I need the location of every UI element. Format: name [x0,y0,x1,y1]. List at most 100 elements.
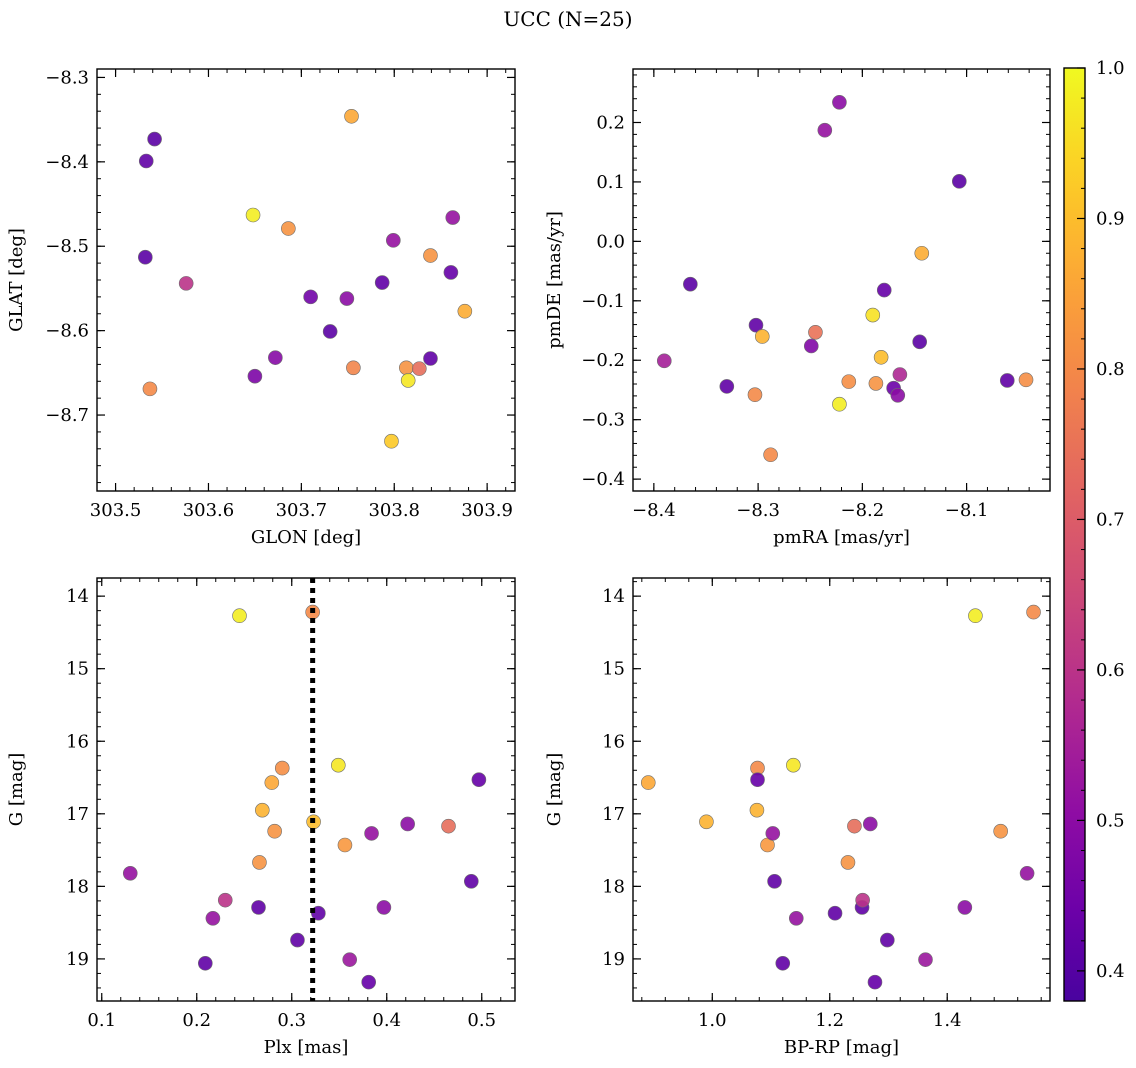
data-point [232,608,247,624]
plot-area [122,578,487,1001]
plot-area [656,94,1034,463]
data-point [868,376,884,391]
x-tick-label: −8.3 [736,500,780,521]
data-point [337,837,353,853]
data-point [322,324,338,339]
data-point [251,900,266,915]
y-tick-label: 17 [66,804,89,825]
data-point [142,381,158,397]
colorbar-tick-label: 0.8 [1096,359,1125,380]
x-tick-label: 0.5 [467,1010,496,1031]
panel-2: −8.4 −8.3 −8.2 −8.1 0.2 0.1 0.0 −0.1 −0.2 −0.3 −0.… [544,68,1051,548]
plot-area [138,108,473,449]
data-point [847,818,862,834]
y-tick-label: 19 [66,949,89,970]
data-point [855,892,870,908]
data-point [867,974,883,990]
data-point [918,952,933,967]
x-tick-label: 303.9 [461,500,513,521]
data-point [281,221,296,236]
x-axis-label: pmRA [mas/yr] [773,527,910,548]
data-point [471,772,487,788]
data-point [640,775,656,790]
axes-frame [96,68,516,492]
data-point [999,373,1015,388]
data-point [330,757,346,773]
colorbar-tick-label: 0.9 [1096,208,1125,229]
data-point [952,174,967,189]
data-point [754,329,770,344]
data-point [719,379,735,394]
data-point [342,952,358,967]
y-tick-label: −8.5 [45,236,89,257]
x-tick-label: 303.6 [183,500,235,521]
y-tick-label: −8.7 [45,405,89,426]
data-point [364,826,379,841]
data-point [254,802,270,818]
colorbar-tick-label: 0.6 [1096,660,1125,681]
y-tick-label: −8.3 [45,67,89,88]
y-tick-label: 0.1 [596,172,625,193]
y-axis-label: G [mag] [6,753,27,826]
plot-area [640,604,1041,990]
data-point [463,873,479,889]
y-tick-label: −8.4 [45,152,89,173]
y-tick-label: 15 [602,659,625,680]
y-tick-label: 18 [66,876,89,897]
x-tick-label: 303.8 [368,500,420,521]
data-point [205,910,221,926]
data-point [683,276,698,292]
panel-4: 1.0 1.2 1.4 14 15 16 17 18 19 BP-RP [mag] G [mag] [544,577,1051,1058]
data-point [749,802,765,818]
x-tick-label: 303.5 [90,500,142,521]
data-point [386,233,401,248]
data-point [748,317,764,333]
x-axis-label: BP-RP [mag] [784,1037,899,1058]
data-point [217,892,233,908]
colorbar-tick-label: 0.5 [1096,810,1125,831]
data-point [763,447,778,463]
data-point [264,775,280,790]
data-point [400,816,415,832]
data-point [788,910,804,926]
data-point [1026,604,1041,620]
data-point [122,866,138,881]
data-point [876,282,892,298]
axes-frame [632,68,1051,492]
data-point [841,374,857,389]
y-axis-label: GLAT [deg] [6,228,27,332]
y-axis-label: pmDE [mas/yr] [544,211,565,349]
figure-title: UCC (N=25) [503,7,633,31]
panel-3: 0.1 0.2 0.3 0.4 0.5 14 15 16 17 18 19 Plx [mas] G [m… [6,577,516,1058]
data-point [1018,372,1034,388]
data-point [198,955,213,971]
data-point [817,122,833,138]
data-point [339,291,355,306]
y-tick-label: −8.6 [45,321,89,342]
x-tick-label: −8.2 [840,500,884,521]
data-point [775,955,791,971]
data-point [346,360,361,376]
data-point [914,245,930,261]
data-point [912,334,927,350]
colorbar-tick-label: 1.0 [1096,58,1125,79]
data-point [445,210,461,225]
data-point [245,207,261,223]
x-tick-label: −8.1 [945,500,989,521]
x-tick-label: 303.7 [276,500,328,521]
data-point [290,932,305,948]
y-tick-label: −0.1 [581,291,625,312]
colorbar-gradient [1064,68,1085,1001]
data-point [968,608,983,624]
data-point [252,855,267,870]
data-point [423,351,438,366]
y-tick-label: 14 [66,586,89,607]
data-point [840,855,856,870]
data-point [399,360,414,376]
data-point [808,325,823,340]
data-point [862,816,878,832]
data-point [147,131,162,147]
x-axis-label: Plx [mas] [264,1037,349,1058]
y-tick-label: 17 [602,804,625,825]
